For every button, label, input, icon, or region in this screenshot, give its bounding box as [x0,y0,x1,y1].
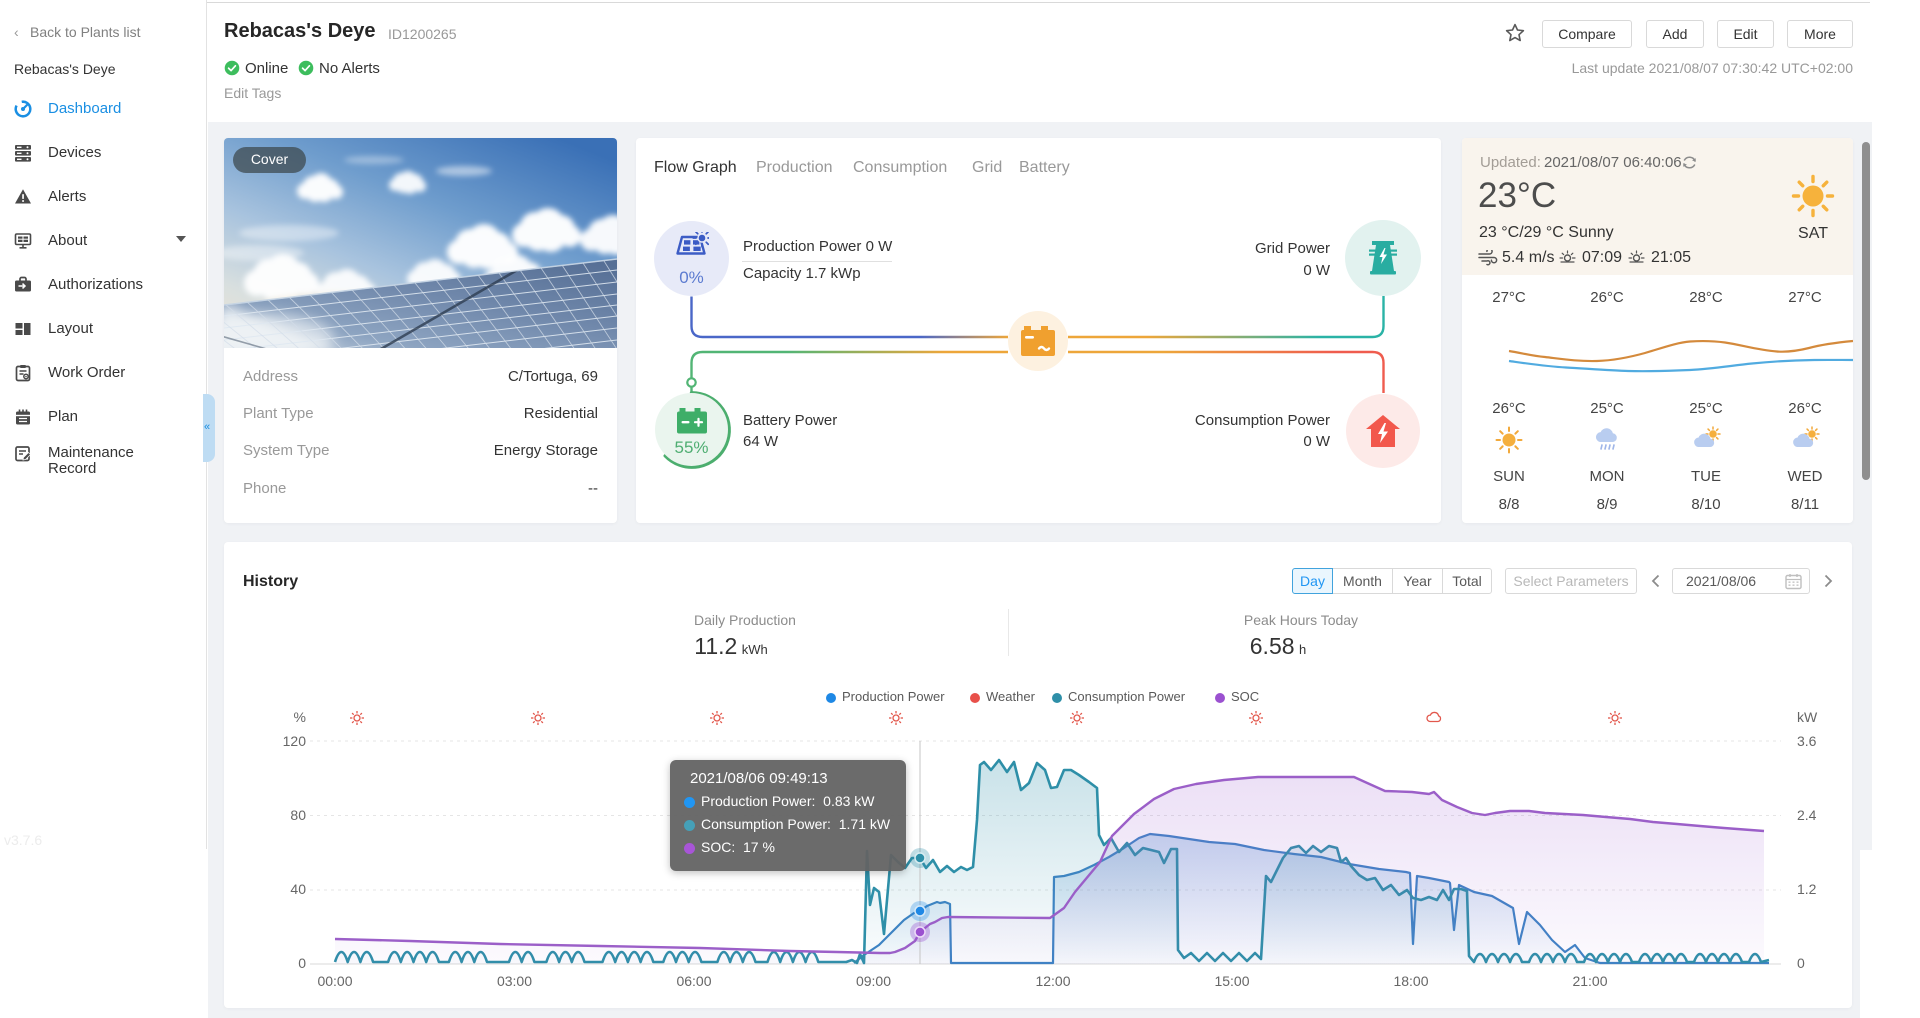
svg-text:09:00: 09:00 [856,973,891,989]
svg-text:1.2: 1.2 [1797,881,1817,897]
svg-text:80: 80 [290,807,306,823]
svg-text:2.4: 2.4 [1797,807,1817,823]
svg-text:00:00: 00:00 [317,973,352,989]
svg-text:03:00: 03:00 [497,973,532,989]
svg-text:kW: kW [1797,709,1818,725]
svg-text:120: 120 [283,733,307,749]
svg-text:%: % [294,709,306,725]
svg-text:12:00: 12:00 [1035,973,1070,989]
svg-text:0: 0 [1797,955,1805,971]
svg-text:06:00: 06:00 [676,973,711,989]
svg-text:21:00: 21:00 [1572,973,1607,989]
svg-text:40: 40 [290,881,306,897]
svg-text:0: 0 [298,955,306,971]
svg-text:15:00: 15:00 [1214,973,1249,989]
svg-text:3.6: 3.6 [1797,733,1817,749]
svg-text:18:00: 18:00 [1393,973,1428,989]
